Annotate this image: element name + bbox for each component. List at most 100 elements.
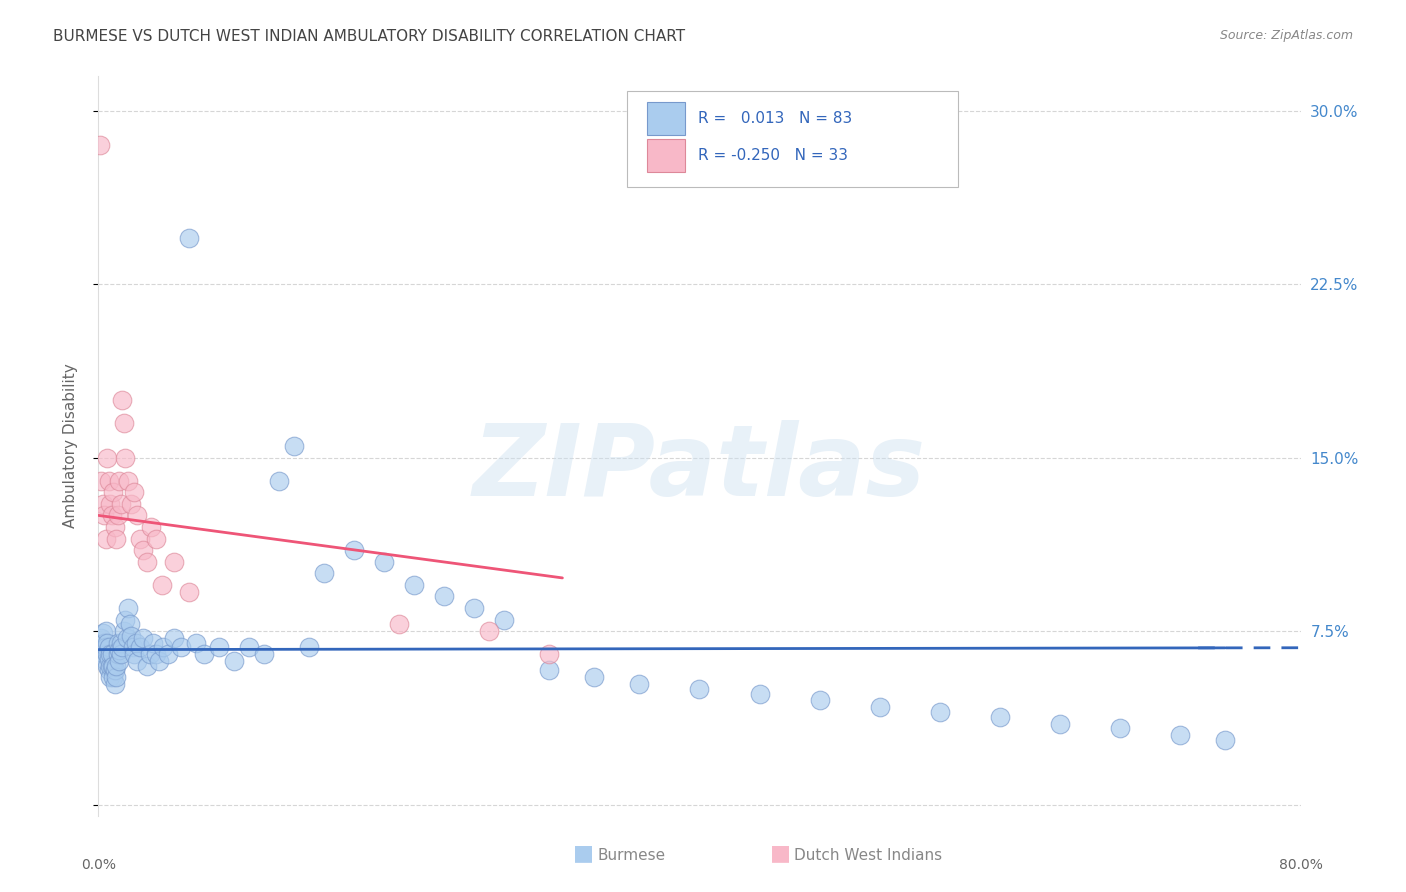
Point [145, 647, 167, 661]
Point [433, 590, 456, 604]
Point [478, 624, 501, 639]
Point [96, 635, 118, 649]
Point [100, 658, 122, 673]
Text: 0.0%: 0.0% [82, 858, 115, 871]
Point [93, 647, 115, 661]
Point [343, 543, 366, 558]
Point [156, 647, 179, 661]
Point [104, 664, 127, 678]
Point [94, 532, 117, 546]
Point [132, 543, 155, 558]
Point [141, 635, 163, 649]
Point [108, 474, 131, 488]
Point [101, 658, 124, 673]
Text: 80.0%: 80.0% [1278, 858, 1323, 871]
Point [808, 693, 831, 707]
Y-axis label: Ambulatory Disability: Ambulatory Disability [63, 364, 77, 528]
Point [162, 631, 184, 645]
Point [96, 647, 118, 661]
FancyBboxPatch shape [627, 91, 957, 187]
Text: R =   0.013   N = 83: R = 0.013 N = 83 [699, 112, 852, 127]
Point [129, 532, 152, 546]
Point [135, 658, 157, 673]
Point [100, 497, 122, 511]
Point [118, 617, 141, 632]
Point [115, 631, 138, 645]
Point [1049, 716, 1071, 731]
Point [93, 508, 115, 523]
Point [117, 474, 139, 488]
Text: Source: ZipAtlas.com: Source: ZipAtlas.com [1219, 29, 1353, 42]
Point [90, 631, 112, 645]
Text: ■: ■ [770, 844, 790, 863]
Point [96, 450, 118, 465]
Point [121, 629, 143, 643]
Point [267, 474, 290, 488]
Text: ■: ■ [574, 844, 593, 863]
Point [105, 532, 128, 546]
Point [583, 670, 606, 684]
Point [125, 635, 148, 649]
Text: ZIPatlas: ZIPatlas [472, 420, 927, 516]
Point [122, 640, 145, 655]
Point [111, 392, 134, 407]
Point [107, 635, 129, 649]
Point [177, 584, 200, 599]
Point [1170, 728, 1192, 742]
Point [96, 658, 118, 673]
Point [538, 647, 561, 661]
Point [1215, 732, 1237, 747]
Point [129, 640, 152, 655]
Point [91, 640, 114, 655]
Point [111, 640, 134, 655]
Point [104, 520, 127, 534]
Point [135, 555, 157, 569]
Point [105, 658, 128, 673]
Point [688, 681, 710, 696]
Point [110, 497, 132, 511]
Point [312, 566, 335, 581]
Point [208, 640, 231, 655]
Point [100, 670, 122, 684]
Point [114, 450, 136, 465]
Point [148, 654, 170, 668]
Point [628, 677, 651, 691]
Point [97, 474, 120, 488]
Point [538, 664, 561, 678]
Point [1109, 721, 1132, 735]
Point [929, 705, 952, 719]
Point [97, 640, 120, 655]
Point [94, 654, 117, 668]
Point [103, 670, 125, 684]
Point [91, 497, 114, 511]
Point [114, 613, 136, 627]
Point [222, 654, 245, 668]
Point [112, 416, 135, 430]
Point [108, 654, 131, 668]
Point [112, 624, 135, 639]
Point [988, 709, 1011, 723]
Point [101, 508, 124, 523]
Point [139, 520, 162, 534]
Point [494, 613, 516, 627]
Point [124, 485, 146, 500]
Point [132, 631, 155, 645]
Point [104, 677, 127, 691]
Point [100, 647, 122, 661]
Point [373, 555, 395, 569]
Point [463, 601, 485, 615]
Point [124, 647, 146, 661]
Point [138, 647, 160, 661]
Point [97, 664, 120, 678]
Point [177, 231, 200, 245]
Point [91, 626, 114, 640]
Point [184, 635, 207, 649]
Point [127, 508, 149, 523]
Point [97, 652, 120, 666]
Point [238, 640, 260, 655]
Point [869, 700, 891, 714]
Point [145, 532, 167, 546]
Point [748, 687, 770, 701]
Point [402, 578, 425, 592]
Point [152, 640, 174, 655]
